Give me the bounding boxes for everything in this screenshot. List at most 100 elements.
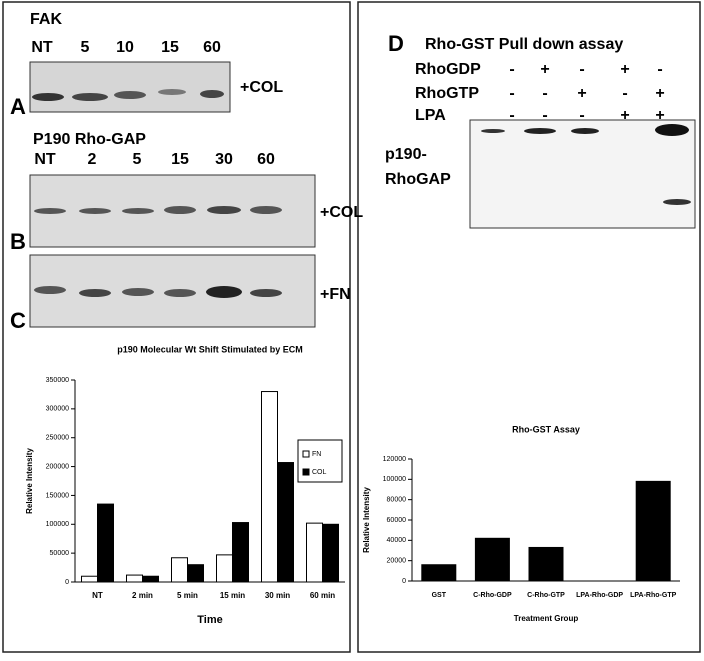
y-tick-label: 150000 (46, 492, 69, 499)
treatment-label: +COL (240, 79, 283, 96)
bar (277, 462, 294, 583)
bar (261, 391, 278, 583)
panel-frame (2, 1, 351, 653)
legend-label: FN (312, 451, 321, 458)
x-axis-label: Treatment Group (514, 614, 579, 623)
lane-label: 10 (116, 39, 134, 56)
y-axis-label: Relative Intensity (25, 448, 34, 514)
blot-image (29, 61, 231, 113)
x-tick-label: GST (432, 592, 447, 599)
lane-label: NT (34, 151, 56, 168)
x-tick-label: LPA-Rho-GTP (630, 592, 676, 599)
condition-sign: - (542, 107, 547, 124)
x-tick-label: 5 min (177, 591, 198, 600)
panel-letter: B (10, 229, 26, 254)
blot-image (469, 119, 696, 229)
lane-label: 5 (133, 151, 142, 168)
bar (216, 554, 233, 583)
blot-image (29, 254, 316, 328)
lane-label: 60 (257, 151, 275, 168)
bar (97, 503, 114, 583)
condition-sign: - (509, 107, 514, 124)
x-tick-label: C-Rho-GDP (473, 592, 512, 599)
y-tick-label: 0 (65, 579, 69, 586)
bar (528, 546, 564, 582)
y-tick-label: 300000 (46, 406, 69, 413)
y-tick-label: 250000 (46, 435, 69, 442)
blot-title: FAK (30, 11, 62, 28)
legend-swatch (302, 468, 310, 476)
bar (421, 564, 457, 582)
chart-title: Rho-GST Assay (512, 424, 580, 434)
bar (187, 564, 204, 583)
condition-sign: - (657, 61, 662, 78)
panel-letter: D (388, 31, 404, 56)
blot-image (29, 174, 316, 248)
y-tick-label: 120000 (383, 456, 406, 463)
y-tick-label: 100000 (383, 476, 406, 483)
x-tick-label: 2 min (132, 591, 153, 600)
y-tick-label: 20000 (387, 558, 407, 565)
condition-sign: + (577, 85, 586, 102)
treatment-label: +COL (320, 204, 363, 221)
lane-label: 30 (215, 151, 233, 168)
bar (635, 480, 671, 582)
x-tick-label: C-Rho-GTP (527, 592, 565, 599)
bar (171, 557, 188, 583)
bar (126, 574, 143, 583)
protein-label: RhoGAP (385, 171, 451, 188)
panel-frame (357, 1, 701, 653)
y-tick-label: 350000 (46, 377, 69, 384)
condition-label: RhoGTP (415, 85, 479, 102)
condition-sign: + (655, 85, 664, 102)
y-tick-label: 80000 (387, 497, 407, 504)
condition-sign: - (579, 107, 584, 124)
condition-sign: + (655, 107, 664, 124)
x-tick-label: NT (92, 591, 103, 600)
bar (306, 522, 323, 583)
condition-sign: + (540, 61, 549, 78)
lane-label: 5 (81, 39, 90, 56)
condition-sign: - (509, 85, 514, 102)
y-axis-label: Relative Intensity (362, 487, 371, 553)
bar (322, 523, 339, 583)
y-tick-label: 60000 (387, 517, 407, 524)
bar (232, 522, 249, 583)
y-tick-label: 200000 (46, 463, 69, 470)
y-tick-label: 40000 (387, 537, 407, 544)
y-tick-label: 50000 (50, 550, 70, 557)
panel-letter: A (10, 94, 26, 119)
lane-label: NT (31, 39, 53, 56)
condition-label: RhoGDP (415, 61, 481, 78)
panel-letter: C (10, 308, 26, 333)
blot-title: P190 Rho-GAP (33, 131, 146, 148)
y-tick-label: 0 (402, 578, 406, 585)
lane-label: 60 (203, 39, 221, 56)
x-tick-label: LPA-Rho-GDP (576, 592, 623, 599)
lane-label: 15 (161, 39, 179, 56)
condition-label: LPA (415, 107, 446, 124)
condition-sign: + (620, 107, 629, 124)
lane-label: 15 (171, 151, 189, 168)
legend-label: COL (312, 469, 327, 476)
bar (474, 537, 510, 582)
protein-label: p190- (385, 146, 427, 163)
treatment-label: +FN (320, 286, 351, 303)
x-tick-label: 30 min (265, 591, 290, 600)
x-tick-label: 15 min (220, 591, 245, 600)
x-axis-label: Time (197, 614, 222, 626)
condition-sign: - (509, 61, 514, 78)
bar (142, 575, 159, 583)
chart-title: p190 Molecular Wt Shift Stimulated by EC… (117, 344, 303, 354)
condition-sign: - (622, 85, 627, 102)
condition-sign: - (542, 85, 547, 102)
bar (81, 575, 98, 583)
x-tick-label: 60 min (310, 591, 335, 600)
condition-sign: - (579, 61, 584, 78)
legend-swatch (302, 450, 310, 458)
blot-title: Rho-GST Pull down assay (425, 36, 623, 53)
condition-sign: + (620, 61, 629, 78)
lane-label: 2 (88, 151, 97, 168)
y-tick-label: 100000 (46, 521, 69, 528)
